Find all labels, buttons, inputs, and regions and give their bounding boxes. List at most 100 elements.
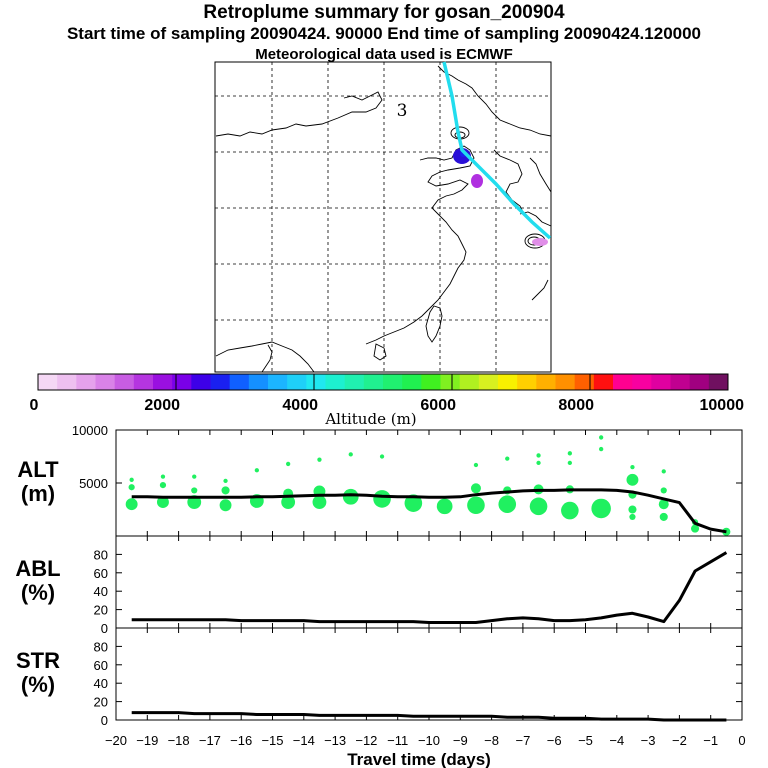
y-tick-label: 40 <box>94 676 108 691</box>
colorbar-cell <box>287 374 307 390</box>
colorbar-cells <box>38 374 729 390</box>
colorbar-cell <box>613 374 633 390</box>
colorbar-cell <box>153 374 173 390</box>
altitude-dot <box>373 490 391 508</box>
altitude-dot <box>629 513 636 521</box>
altitude-dot <box>505 456 510 461</box>
time-series-panels: 500010000ALT(m)020406080ABL(%)020406080S… <box>15 423 745 768</box>
x-tick-label: −3 <box>641 733 656 748</box>
altitude-colorbar: 0 2000 4000 6000 8000 10000 Altitude (m) <box>30 373 745 428</box>
coastline <box>215 65 552 373</box>
colorbar-cell <box>133 374 154 390</box>
x-tick-label: −10 <box>418 733 440 748</box>
colorbar-cell <box>114 374 135 390</box>
x-tick-label: −12 <box>355 733 377 748</box>
altitude-dot <box>312 495 327 509</box>
altitude-dot <box>567 460 572 466</box>
altitude-dot <box>160 474 166 479</box>
altitude-dot <box>219 499 232 512</box>
x-tick-label: −8 <box>484 733 499 748</box>
x-tick-label: −18 <box>168 733 190 748</box>
altitude-dot <box>191 487 198 494</box>
colorbar-tick-label: 2000 <box>144 397 180 414</box>
altitude-dot <box>529 497 548 516</box>
y-tick-label: 60 <box>94 566 108 581</box>
altitude-dot <box>129 477 134 482</box>
x-tick-label: −20 <box>105 733 127 748</box>
altitude-dot <box>128 484 135 491</box>
colorbar-cell <box>574 374 595 390</box>
series-line <box>131 488 727 534</box>
map-label: 3 <box>397 101 408 121</box>
y-axis-label: STR <box>16 648 60 673</box>
x-tick-label: −4 <box>609 733 624 748</box>
colorbar-cell <box>459 374 480 390</box>
colorbar-cell <box>383 374 403 390</box>
y-axis-label: (m) <box>21 481 55 506</box>
x-tick-label: −15 <box>261 733 283 748</box>
colorbar-cell <box>268 374 288 390</box>
altitude-dot <box>691 524 700 533</box>
series-line <box>131 711 727 722</box>
panel-frame <box>115 535 743 629</box>
y-tick-label: 10000 <box>72 423 108 438</box>
y-tick-label: 80 <box>94 547 108 562</box>
colorbar-cell <box>363 374 384 390</box>
x-tick-label: −16 <box>230 733 252 748</box>
chart-title: Retroplume summary for gosan_200904 <box>203 2 565 23</box>
colorbar-cell <box>76 374 96 390</box>
altitude-dot <box>348 452 353 457</box>
colorbar-cell <box>210 374 231 390</box>
altitude-dot <box>658 499 669 510</box>
map-frame <box>214 61 552 373</box>
colorbar-cell <box>421 374 441 390</box>
altitude-dot <box>436 498 453 515</box>
altitude-dot <box>342 488 359 505</box>
y-tick-label: 60 <box>94 658 108 673</box>
altitude-dot <box>404 494 423 512</box>
altitude-dot <box>661 469 666 474</box>
panel-frame <box>115 429 743 537</box>
x-tick-label: −19 <box>136 733 158 748</box>
x-tick-label: −11 <box>387 733 408 748</box>
altitude-dot <box>536 460 541 466</box>
altitude-dot <box>221 486 230 495</box>
colorbar-cell <box>536 374 556 390</box>
colorbar-cell <box>402 374 422 390</box>
y-tick-label: 20 <box>94 695 108 710</box>
series-line <box>131 551 728 624</box>
y-tick-label: 0 <box>101 621 108 636</box>
colorbar-cell <box>555 374 576 390</box>
x-tick-label: −14 <box>293 733 315 748</box>
altitude-dot <box>286 461 291 467</box>
altitude-dot <box>317 457 322 462</box>
altitude-dot <box>536 453 541 458</box>
altitude-dot <box>599 446 604 452</box>
sampling-times: Start time of sampling 20090424. 90000 E… <box>66 24 702 43</box>
altitude-dot <box>223 478 228 484</box>
x-tick-label: −1 <box>703 733 718 748</box>
colorbar-cell <box>229 374 250 390</box>
altitude-dot <box>281 495 296 509</box>
colorbar-frame <box>37 373 729 391</box>
x-tick-label: −17 <box>199 733 221 748</box>
colorbar-cell <box>651 374 671 390</box>
y-tick-label: 80 <box>94 639 108 654</box>
colorbar-cell <box>440 374 461 390</box>
panel-abl: 0 20 40 60 80 ABL(%) <box>15 535 743 636</box>
colorbar-cell <box>517 374 537 390</box>
panel-frame <box>115 627 743 721</box>
colorbar-cell <box>172 374 192 390</box>
trajectory-line <box>442 61 552 240</box>
x-tick-label: −2 <box>672 733 687 748</box>
colorbar-cell <box>344 374 365 390</box>
colorbar-cell <box>632 374 652 390</box>
altitude-dot <box>599 435 604 440</box>
panel-alt: 5000 10000 ALT(m) <box>17 423 743 537</box>
altitude-dot <box>192 474 197 479</box>
colorbar-tick-label: 10000 <box>700 397 745 414</box>
x-tick-label: −7 <box>515 733 530 748</box>
altitude-dot <box>567 451 572 456</box>
colorbar-cell <box>325 374 346 390</box>
x-tick-label: −5 <box>578 733 593 748</box>
